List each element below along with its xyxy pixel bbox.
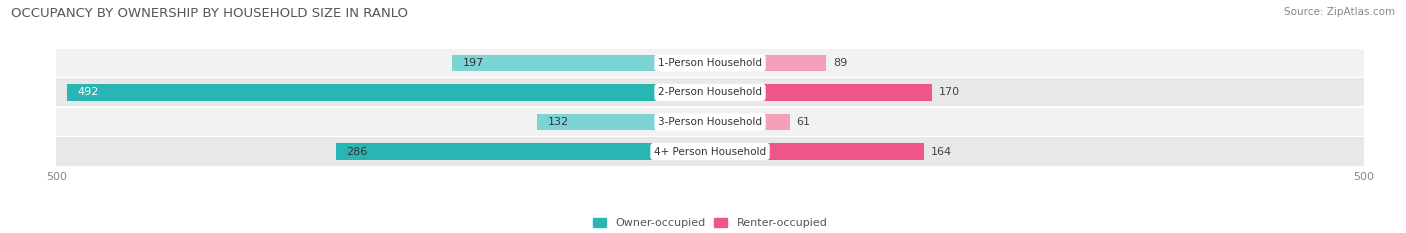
Bar [56, 49, 1364, 77]
Bar [710, 84, 932, 100]
Text: 492: 492 [77, 87, 98, 97]
Text: 164: 164 [931, 147, 952, 157]
Text: 61: 61 [796, 117, 810, 127]
Text: 3-Person Household: 3-Person Household [658, 117, 762, 127]
Text: OCCUPANCY BY OWNERSHIP BY HOUSEHOLD SIZE IN RANLO: OCCUPANCY BY OWNERSHIP BY HOUSEHOLD SIZE… [11, 7, 408, 20]
Bar [453, 55, 710, 71]
Text: Source: ZipAtlas.com: Source: ZipAtlas.com [1284, 7, 1395, 17]
Text: 2-Person Household: 2-Person Household [658, 87, 762, 97]
Text: 197: 197 [463, 58, 484, 68]
Text: 286: 286 [346, 147, 368, 157]
Text: 89: 89 [832, 58, 848, 68]
Bar [56, 137, 1364, 165]
Bar [710, 114, 790, 130]
Bar [336, 143, 710, 160]
Bar [710, 55, 827, 71]
Bar [710, 143, 925, 160]
Text: 170: 170 [939, 87, 960, 97]
Bar [56, 108, 1364, 136]
Text: 1-Person Household: 1-Person Household [658, 58, 762, 68]
Legend: Owner-occupied, Renter-occupied: Owner-occupied, Renter-occupied [588, 213, 832, 233]
Text: 4+ Person Household: 4+ Person Household [654, 147, 766, 157]
Text: 132: 132 [548, 117, 569, 127]
Bar [66, 84, 710, 100]
Bar [56, 78, 1364, 106]
Bar [537, 114, 710, 130]
